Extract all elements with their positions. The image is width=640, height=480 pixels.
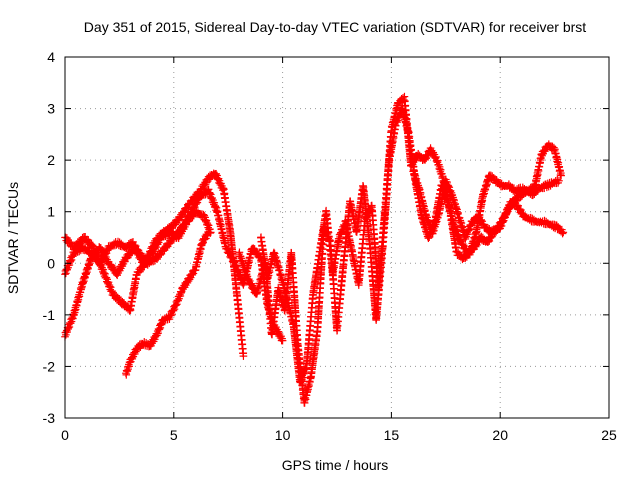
data-points (61, 92, 568, 407)
chart-title: Day 351 of 2015, Sidereal Day-to-day VTE… (84, 19, 586, 35)
data-point (188, 212, 197, 221)
data-point (156, 251, 164, 259)
data-point (162, 244, 171, 252)
data-point (239, 352, 248, 360)
data-point (205, 175, 214, 184)
data-point (204, 228, 213, 237)
data-point (135, 344, 143, 353)
data-point (278, 336, 287, 345)
data-point (171, 220, 180, 229)
data-point (88, 241, 97, 250)
data-point (87, 255, 95, 264)
data-point (118, 297, 127, 306)
